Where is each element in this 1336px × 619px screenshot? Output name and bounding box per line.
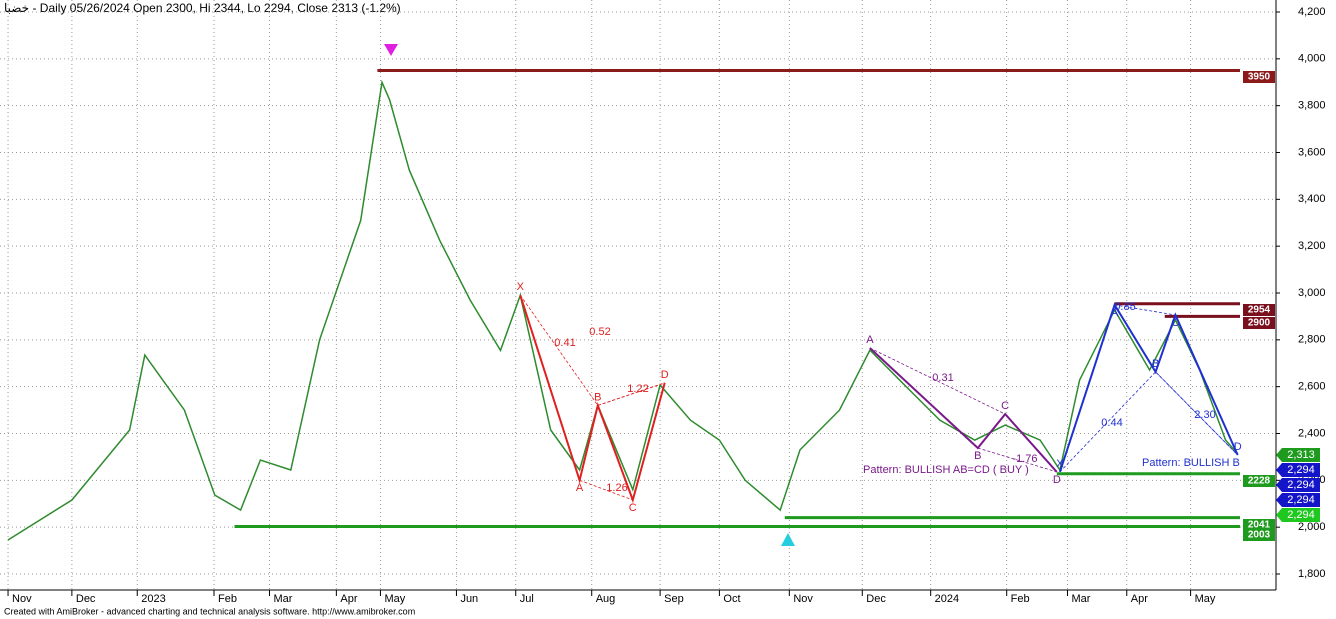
pattern-point-label: C	[629, 502, 637, 514]
pattern-point-label: X	[1056, 458, 1064, 470]
footer: Created with AmiBroker - advanced charti…	[4, 606, 415, 616]
pattern-point-label: A	[576, 482, 584, 494]
x-tick-label: Nov	[793, 593, 813, 605]
x-tick-label: Nov	[12, 593, 32, 605]
y-tick-label: 2,800	[1298, 334, 1326, 346]
pattern-ratio: 0.31	[932, 372, 953, 384]
pattern-point-label: X	[517, 281, 525, 293]
x-tick-label: Oct	[723, 593, 740, 605]
pattern-point-label: C	[1001, 400, 1009, 412]
x-tick-label: Apr	[1131, 593, 1148, 605]
level-label: 2228	[1248, 476, 1271, 487]
x-tick-label: Dec	[76, 593, 96, 605]
pattern-point-label: C	[1171, 317, 1179, 329]
x-tick-label: Aug	[596, 593, 616, 605]
x-tick-label: Dec	[866, 593, 886, 605]
pattern-ratio: 0.41	[554, 337, 575, 349]
pattern-guide	[869, 347, 1057, 473]
x-tick-label: May	[384, 593, 405, 605]
level-label: 2041	[1248, 520, 1271, 531]
level-box	[1243, 317, 1275, 329]
pattern-ratio: 0.52	[589, 326, 610, 338]
x-tick-label: Mar	[273, 593, 292, 605]
buy-arrow	[781, 533, 795, 546]
pattern-point-label: D	[1234, 441, 1242, 453]
y-tick-label: 2,400	[1298, 427, 1326, 439]
pattern-ratio: 0.44	[1101, 417, 1122, 429]
level-box	[1243, 304, 1275, 316]
level-box	[1243, 519, 1275, 531]
pattern-text: Pattern: BULLISH B	[1142, 457, 1240, 469]
y-tick-label: 3,600	[1298, 146, 1326, 158]
pattern-line	[1058, 302, 1239, 473]
pattern-point-label: B	[974, 450, 981, 462]
y-tick-label: 2,000	[1298, 521, 1326, 533]
price-label: 2,313	[1287, 449, 1315, 461]
y-tick-label: 4,000	[1298, 53, 1326, 65]
x-tick-label: 2024	[935, 593, 959, 605]
level-box	[1243, 529, 1275, 541]
pattern-ratio: -1.76	[1012, 453, 1037, 465]
level-box	[1243, 71, 1275, 83]
price-box	[1276, 448, 1320, 462]
pattern-point-label: D	[661, 369, 669, 381]
y-tick-label: 3,000	[1298, 287, 1326, 299]
level-label: 3950	[1248, 72, 1271, 83]
price-label: 2,294	[1287, 494, 1315, 506]
pattern-ratio: 0.85	[1114, 301, 1135, 313]
pattern-point-label: D	[1053, 474, 1061, 486]
x-tick-label: Sep	[664, 593, 684, 605]
y-tick-label: 1,800	[1298, 568, 1326, 580]
pattern-ratio: 1.22	[627, 383, 648, 395]
y-tick-label: 3,400	[1298, 193, 1326, 205]
pattern-point-label: A	[1111, 307, 1119, 319]
price-box	[1276, 493, 1320, 507]
pattern-line	[519, 294, 666, 504]
y-tick-label: 3,200	[1298, 240, 1326, 252]
y-tick-label: 3,800	[1298, 100, 1326, 112]
pattern-ratio: 1.26	[606, 482, 627, 494]
pattern-guide	[1059, 371, 1238, 473]
pattern-point-label: A	[866, 334, 874, 346]
x-tick-label: Jul	[520, 593, 534, 605]
pattern-point-label: B	[1152, 358, 1159, 370]
x-tick-label: Jun	[460, 593, 478, 605]
x-tick-label: May	[1195, 593, 1216, 605]
price-box	[1276, 508, 1320, 522]
x-tick-label: Feb	[1011, 593, 1030, 605]
sell-arrow	[384, 44, 398, 56]
chart-title: خضبا - Daily 05/26/2024 Open 2300, Hi 23…	[4, 1, 401, 15]
level-label: 2003	[1248, 530, 1271, 541]
pattern-guide	[519, 295, 665, 406]
y-tick-label: 2,600	[1298, 381, 1326, 393]
x-tick-label: Mar	[1071, 593, 1090, 605]
price-label: 2,294	[1287, 509, 1315, 521]
x-tick-label: Feb	[218, 593, 237, 605]
level-box	[1243, 475, 1275, 487]
y-tick-label: 4,200	[1298, 6, 1326, 18]
level-label: 2954	[1248, 305, 1271, 316]
pattern-ratio: 2.30	[1194, 409, 1215, 421]
price-label: 2,294	[1287, 479, 1315, 491]
price-label: 2,294	[1287, 464, 1315, 476]
price-box	[1276, 463, 1320, 477]
pattern-point-label: B	[594, 391, 601, 403]
pattern-line	[869, 347, 1058, 473]
x-tick-label: Apr	[340, 593, 357, 605]
level-label: 2900	[1248, 318, 1271, 329]
pattern-text: Pattern: BULLISH AB=CD ( BUY )	[863, 464, 1029, 476]
price-box	[1276, 478, 1320, 492]
x-tick-label: 2023	[141, 593, 165, 605]
